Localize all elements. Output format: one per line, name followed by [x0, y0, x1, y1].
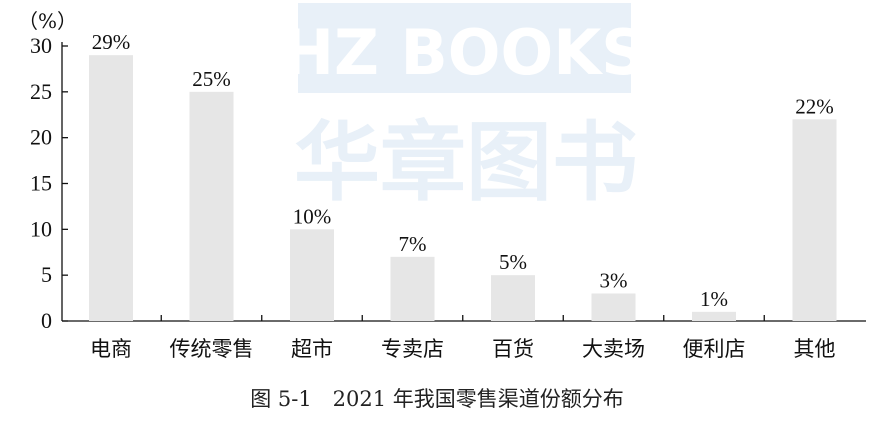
bar [793, 119, 837, 321]
bar [692, 312, 736, 321]
y-axis-unit-label: （%） [18, 9, 77, 33]
bar [391, 257, 435, 321]
watermark-logo: HZ BOOKS 华章图书 [282, 3, 646, 213]
y-tick-label: 0 [41, 308, 52, 333]
y-tick-label: 30 [30, 33, 52, 58]
category-label: 电商 [90, 337, 132, 361]
watermark-line2: 华章图书 [294, 113, 638, 213]
bar [290, 229, 334, 321]
data-label: 10% [293, 204, 332, 228]
data-label: 22% [795, 94, 834, 118]
y-tick-label: 25 [30, 79, 52, 104]
category-label: 便利店 [683, 337, 746, 361]
data-label: 5% [499, 250, 527, 274]
data-label: 25% [192, 67, 231, 91]
data-label: 7% [399, 232, 427, 256]
data-label: 29% [92, 30, 131, 54]
category-label: 大卖场 [582, 337, 645, 361]
category-label: 传统零售 [170, 337, 254, 361]
category-label: 超市 [291, 337, 333, 361]
category-label: 百货 [492, 337, 534, 361]
data-label: 1% [700, 287, 728, 311]
y-tick-label: 20 [30, 125, 52, 150]
y-tick-label: 10 [30, 216, 52, 241]
bar [89, 55, 133, 321]
data-label: 3% [600, 269, 628, 293]
y-tick-label: 15 [30, 171, 52, 196]
bar [190, 92, 234, 321]
watermark-line1: HZ BOOKS [282, 16, 646, 89]
category-label: 专卖店 [381, 337, 444, 361]
category-label: 其他 [794, 337, 836, 361]
bar [491, 275, 535, 321]
bar [592, 294, 636, 322]
figure-caption: 图 5-1 2021 年我国零售渠道份额分布 [0, 383, 874, 413]
y-tick-label: 5 [41, 262, 52, 287]
